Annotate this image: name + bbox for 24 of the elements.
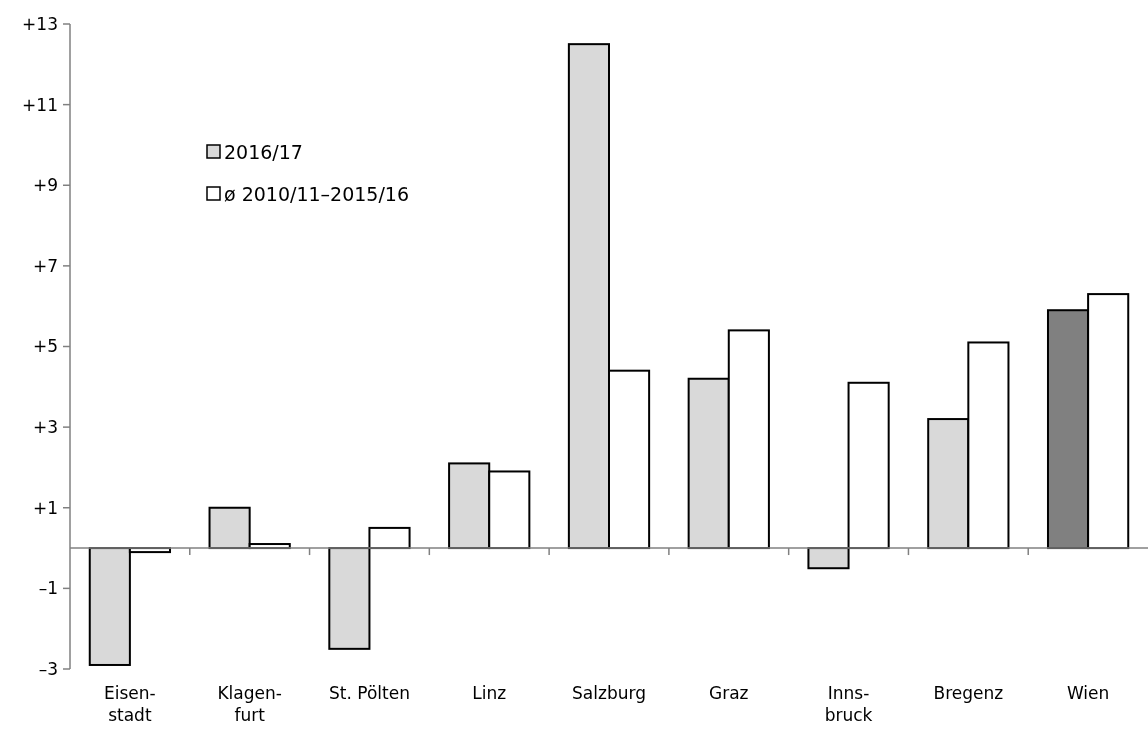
y-tick-label: –3 bbox=[38, 658, 58, 679]
x-tick-label: Bregenz bbox=[933, 683, 1004, 703]
bar bbox=[368, 526, 411, 550]
bar bbox=[807, 547, 850, 570]
y-tick-label: +5 bbox=[32, 336, 58, 357]
x-tick-label: Salzburg bbox=[572, 683, 646, 703]
x-tick-label: Linz bbox=[472, 683, 507, 703]
y-tick-label: +11 bbox=[22, 94, 58, 115]
bar bbox=[847, 381, 890, 550]
y-tick-label: +7 bbox=[32, 255, 58, 276]
x-tick-label: Wien bbox=[1066, 683, 1110, 703]
x-tick-label: St. Pölten bbox=[328, 683, 410, 703]
y-tick-label: +1 bbox=[32, 497, 58, 518]
x-tick-label: Inns- bruck bbox=[824, 683, 873, 725]
y-tick-label: –1 bbox=[38, 578, 58, 599]
legend-label: 2016/17 bbox=[224, 140, 303, 163]
y-tick-label: +9 bbox=[32, 175, 58, 196]
x-tick-label: Graz bbox=[709, 683, 749, 703]
bar bbox=[328, 547, 371, 650]
x-tick-label: Klagen- furt bbox=[217, 683, 282, 725]
y-tick-label: +3 bbox=[32, 417, 58, 438]
legend-label: ø 2010/11–2015/16 bbox=[224, 182, 410, 205]
x-tick-label: Eisen- stadt bbox=[104, 683, 156, 725]
y-tick-label: +13 bbox=[22, 13, 58, 34]
